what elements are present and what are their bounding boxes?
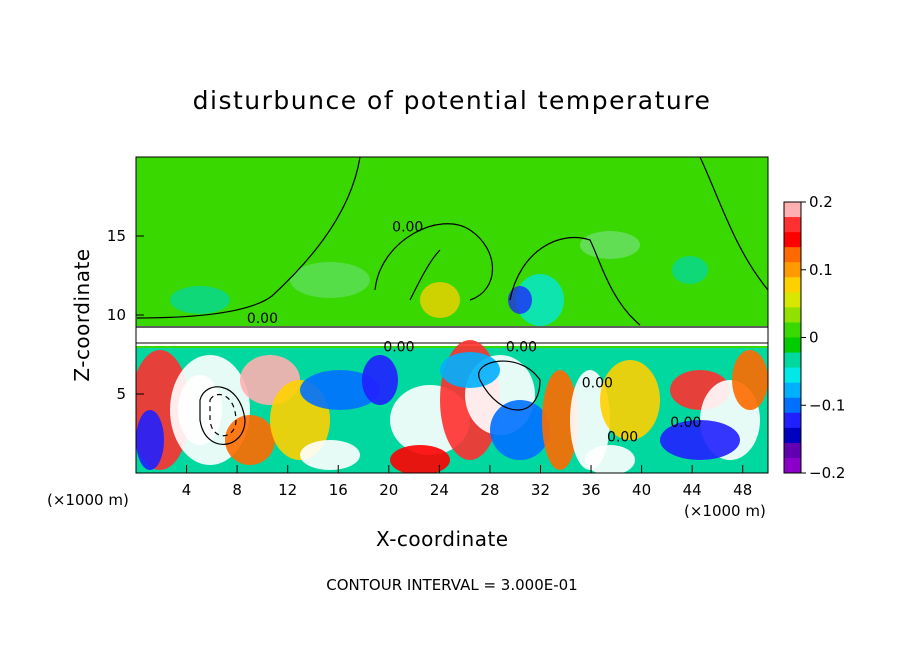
lower-blob bbox=[585, 445, 635, 473]
upper-blob bbox=[170, 286, 230, 314]
contour-label: 0.00 bbox=[607, 429, 638, 445]
lower-blob bbox=[362, 355, 398, 405]
colorbar-swatch bbox=[784, 322, 801, 338]
contour-line bbox=[509, 236, 641, 326]
contour-line bbox=[409, 249, 441, 301]
upper-blob bbox=[290, 262, 370, 298]
colorbar-swatch bbox=[784, 217, 801, 233]
lower-blob bbox=[600, 360, 660, 440]
contour-line bbox=[699, 157, 768, 291]
x-tick-label: 20 bbox=[379, 481, 398, 499]
lower-blob bbox=[300, 370, 380, 410]
lower-blob bbox=[570, 370, 610, 470]
colorbar-swatch bbox=[784, 412, 801, 429]
lower-blob bbox=[440, 352, 500, 388]
lower-blob bbox=[390, 445, 450, 473]
lower-blob bbox=[542, 370, 578, 470]
colorbar-tick-label: −0.2 bbox=[809, 464, 845, 482]
contour-label: 0.00 bbox=[392, 219, 423, 235]
upper-blob bbox=[508, 286, 532, 314]
lower-blob bbox=[732, 350, 768, 410]
lower-blob bbox=[225, 415, 275, 465]
contour-label: 0.00 bbox=[670, 415, 701, 431]
y-axis: 5 10 15 bbox=[107, 227, 144, 403]
contour-line bbox=[478, 360, 541, 411]
contour-line bbox=[374, 223, 493, 301]
chart-title: disturbunce of potential temperature bbox=[192, 86, 712, 115]
lower-blob bbox=[660, 420, 740, 460]
colorbar-swatch bbox=[784, 337, 801, 354]
colorbar-swatch bbox=[784, 457, 801, 474]
colorbar-tick-label: 0.1 bbox=[809, 261, 833, 279]
x-tick-label: 12 bbox=[278, 481, 297, 499]
contour-label: 0.00 bbox=[506, 339, 537, 355]
contour-label: 0.00 bbox=[383, 339, 414, 355]
upper-blob bbox=[516, 274, 564, 326]
contour-line bbox=[136, 157, 361, 319]
x-tick-label: 44 bbox=[683, 481, 702, 499]
contour-interval: CONTOUR INTERVAL = 3.000E-01 bbox=[326, 576, 578, 594]
colorbar-swatch bbox=[784, 442, 801, 459]
y-tick-label: 15 bbox=[107, 227, 126, 245]
x-unit-right: (×1000 m) bbox=[684, 502, 766, 520]
colorbar-swatch bbox=[784, 232, 801, 248]
x-tick-label: 24 bbox=[430, 481, 449, 499]
white-band bbox=[136, 326, 768, 346]
colorbar-swatch bbox=[784, 427, 801, 444]
x-tick-label: 16 bbox=[329, 481, 348, 499]
x-tick-label: 28 bbox=[480, 481, 499, 499]
upper-blob bbox=[580, 231, 640, 259]
colorbar-swatch bbox=[784, 247, 801, 263]
colorbar-swatch bbox=[784, 382, 801, 399]
y-tick-label: 5 bbox=[116, 385, 126, 403]
colorbar-swatch bbox=[784, 367, 801, 384]
colorbar-swatch bbox=[784, 202, 801, 218]
contour-labels: 0.00 0.00 0.00 0.00 0.00 0.00 0.00 bbox=[247, 219, 702, 445]
contour-label: 0.00 bbox=[247, 311, 278, 327]
colorbar: 0.2 0.1 0 −0.1 −0.2 bbox=[783, 193, 845, 482]
y-axis-label: Z-coordinate bbox=[70, 248, 94, 382]
x-tick-label: 36 bbox=[581, 481, 600, 499]
lower-blob bbox=[490, 400, 550, 460]
colorbar-swatch bbox=[784, 352, 801, 369]
x-tick-label: 32 bbox=[531, 481, 550, 499]
colorbar-swatch bbox=[784, 397, 801, 414]
potential-temperature-field bbox=[136, 157, 768, 473]
x-tick-label: 8 bbox=[232, 481, 242, 499]
colorbar-swatch bbox=[784, 292, 801, 308]
lower-blob bbox=[136, 410, 164, 470]
upper-blob bbox=[420, 282, 460, 318]
contour-line-negative bbox=[209, 393, 237, 437]
colorbar-tick-label: −0.1 bbox=[809, 396, 845, 414]
colorbar-swatch bbox=[784, 262, 801, 278]
contour-label: 0.00 bbox=[582, 376, 613, 392]
x-axis-label: X-coordinate bbox=[376, 527, 509, 551]
x-unit-left: (×1000 m) bbox=[47, 491, 129, 509]
x-tick-label: 48 bbox=[733, 481, 752, 499]
upper-blob bbox=[672, 256, 708, 284]
x-axis: 4 8 12 16 20 24 28 32 36 40 44 48 bbox=[182, 465, 752, 499]
colorbar-tick-label: 0 bbox=[809, 329, 819, 347]
colorbar-swatch bbox=[784, 277, 801, 293]
y-tick-label: 10 bbox=[107, 306, 126, 324]
contour-line bbox=[199, 386, 246, 445]
colorbar-swatch bbox=[784, 307, 801, 323]
lower-blob bbox=[300, 440, 360, 470]
x-tick-label: 4 bbox=[182, 481, 192, 499]
colorbar-tick-label: 0.2 bbox=[809, 193, 833, 211]
x-tick-label: 40 bbox=[632, 481, 651, 499]
